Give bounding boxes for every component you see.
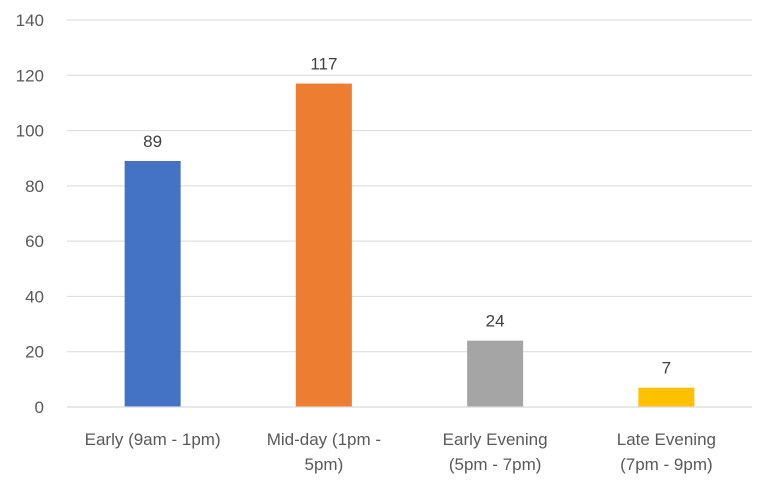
- category-label: Late Evening (7pm - 9pm): [617, 430, 716, 474]
- category-label: Early Evening (5pm - 7pm): [443, 430, 548, 474]
- bars: [124, 83, 695, 407]
- bar: [124, 160, 181, 407]
- gridlines: [67, 19, 752, 353]
- bar: [295, 83, 352, 407]
- y-tick-label: 20: [25, 343, 44, 362]
- data-label: 89: [143, 132, 162, 151]
- category-label: Mid-day (1pm - 5pm): [267, 430, 381, 474]
- data-label: 24: [486, 312, 505, 331]
- category-label-line: Late Evening: [617, 430, 716, 449]
- y-tick-label: 40: [25, 287, 44, 306]
- data-label: 117: [310, 55, 337, 74]
- y-tick-label: 140: [16, 11, 44, 30]
- bar: [638, 387, 695, 407]
- category-label-line: (7pm - 9pm): [620, 455, 713, 474]
- category-label-line: Early Evening: [443, 430, 548, 449]
- data-label: 7: [662, 359, 671, 378]
- y-tick-label: 0: [35, 398, 44, 417]
- y-tick-label: 60: [25, 232, 44, 251]
- category-label-line: Mid-day (1pm -: [267, 430, 381, 449]
- y-tick-label: 80: [25, 177, 44, 196]
- x-axis-category-labels: Early (9am - 1pm) Mid-day (1pm - 5pm) Early…: [85, 430, 716, 474]
- category-label-line: Early (9am - 1pm): [85, 430, 221, 449]
- y-tick-label: 120: [16, 66, 44, 85]
- data-labels: 89 117 24 7: [143, 55, 671, 378]
- category-label-line: (5pm - 7pm): [449, 455, 542, 474]
- category-label: Early (9am - 1pm): [85, 430, 221, 449]
- y-tick-label: 100: [16, 122, 44, 141]
- category-label-line: 5pm): [305, 455, 344, 474]
- bar: [467, 340, 524, 407]
- y-axis-tick-labels: 0 20 40 60 80 100 120 140: [16, 11, 44, 417]
